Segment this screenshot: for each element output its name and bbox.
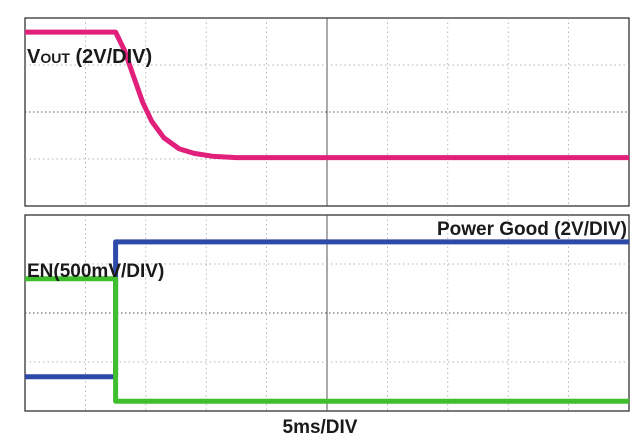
- vout-2v-div-trace: [25, 29, 629, 161]
- top-panel: VOUT (2V/DIV): [24, 17, 630, 207]
- en-trace-label: EN(500mV/DIV): [27, 261, 164, 282]
- en-500mv-div-trace: [25, 276, 629, 404]
- power-good-trace-label: Power Good (2V/DIV): [437, 219, 627, 240]
- vout-label-subscript: OUT: [40, 50, 70, 66]
- bottom-panel-grid: [25, 215, 629, 411]
- bottom-panel: Power Good (2V/DIV) EN(500mV/DIV): [24, 214, 630, 412]
- timebase-label: 5ms/DIV: [283, 417, 358, 438]
- vout-label-main: V: [27, 46, 41, 68]
- vout-label-scale: (2V/DIV): [70, 46, 152, 68]
- top-panel-traces: [25, 29, 629, 161]
- bottom-panel-traces: [25, 239, 629, 404]
- vout-trace-label: VOUT (2V/DIV): [27, 46, 152, 68]
